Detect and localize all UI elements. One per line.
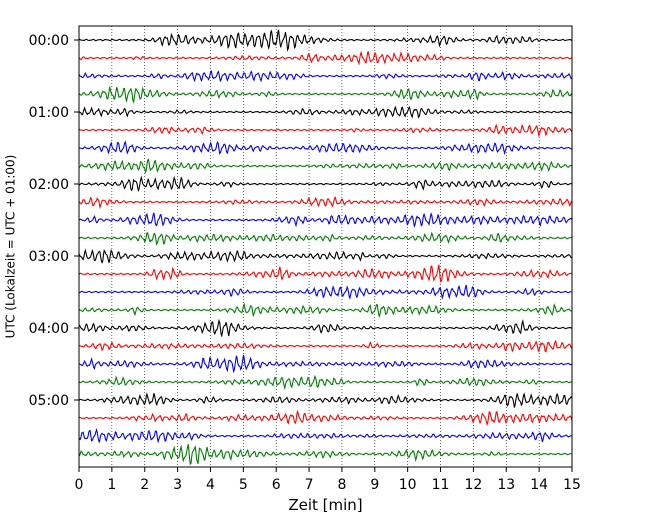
trace-line	[78, 140, 573, 156]
y-axis-title: UTC (Lokalzeit = UTC + 01:00)	[4, 155, 18, 339]
trace-line	[78, 374, 572, 391]
trace-line	[78, 427, 572, 444]
trace-line	[78, 354, 573, 374]
x-tick-label: 6	[272, 477, 281, 493]
trace-line	[78, 123, 573, 138]
trace-line	[78, 409, 573, 427]
trace-line	[78, 29, 573, 52]
trace-line	[78, 248, 572, 264]
trace-line	[78, 212, 573, 228]
trace-line	[78, 284, 572, 300]
trace-line	[78, 231, 572, 246]
y-axis-ticks: 00:00 01:00 02:00 03:00 04:00 05:00	[29, 33, 79, 409]
y-tick-label: 05:00	[29, 393, 69, 409]
trace-line	[78, 175, 572, 193]
x-tick-label: 11	[432, 477, 450, 493]
x-tick-label: 8	[337, 477, 346, 493]
y-tick-label: 03:00	[29, 249, 69, 265]
trace-line	[78, 391, 573, 408]
x-tick-label: 10	[399, 477, 417, 493]
x-axis-title: Zeit [min]	[288, 496, 362, 514]
x-tick-label: 4	[206, 477, 215, 493]
y-tick-label: 01:00	[29, 105, 69, 121]
trace-line	[78, 340, 573, 353]
trace-line	[78, 196, 573, 210]
x-tick-label: 12	[464, 477, 482, 493]
trace-line	[78, 318, 573, 338]
trace-line	[78, 70, 573, 83]
trace-line	[78, 264, 572, 283]
x-tick-label: 0	[75, 477, 84, 493]
x-tick-label: 2	[140, 477, 149, 493]
x-axis-ticks: 0 1 2 3 4 5 6 7 8 9 10 11 12 13 14 15	[75, 467, 581, 493]
seismogram-traces	[78, 29, 573, 465]
x-tick-label: 3	[173, 477, 182, 493]
trace-line	[78, 302, 573, 319]
y-tick-label: 02:00	[29, 177, 69, 193]
trace-line	[78, 158, 573, 175]
x-tick-label: 15	[563, 477, 581, 493]
x-tick-label: 9	[370, 477, 379, 493]
y-tick-label: 00:00	[29, 33, 69, 49]
y-tick-label: 04:00	[29, 321, 69, 337]
x-tick-label: 5	[239, 477, 248, 493]
x-tick-label: 7	[305, 477, 314, 493]
trace-line	[78, 86, 573, 104]
trace-line	[78, 105, 573, 119]
trace-line	[78, 444, 572, 465]
trace-line	[78, 50, 572, 66]
x-tick-label: 13	[497, 477, 515, 493]
x-tick-label: 1	[107, 477, 116, 493]
plot-frame	[78, 25, 573, 468]
x-tick-label: 14	[530, 477, 548, 493]
